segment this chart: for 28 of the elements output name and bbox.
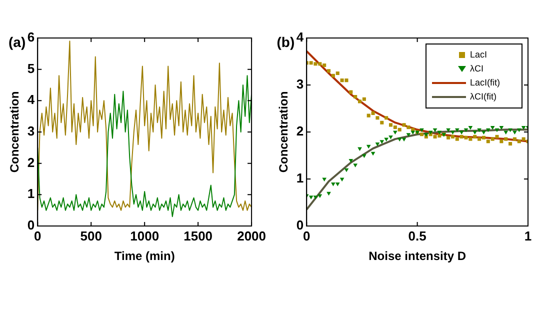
x-axis-title: Noise intensity D [368, 249, 466, 264]
x-tick-label: 0.5 [408, 228, 426, 244]
y-axis-title: Concentration [276, 91, 291, 173]
x-axis-title: Time (min) [114, 249, 175, 264]
x-tick-label: 2000 [237, 228, 266, 244]
text: (a) [8, 34, 26, 50]
x-tick-label: 1000 [130, 228, 160, 244]
y-tick-label: 1 [296, 170, 304, 186]
y-tick-label: 4 [27, 92, 36, 108]
legend-label: LacI(fit) [470, 77, 500, 88]
legend-label: λCI [470, 63, 484, 74]
x-tick-label: 1 [524, 228, 532, 244]
x-tick-label: 500 [80, 228, 102, 244]
y-tick-label: 0 [296, 218, 304, 233]
y-tick-label: 2 [27, 154, 35, 170]
y-tick-label: 3 [296, 76, 304, 92]
y-tick-label: 2 [296, 124, 304, 139]
y-tick-label: 4 [296, 30, 304, 45]
y-tick-label: 6 [27, 30, 35, 45]
x-tick-label: 1500 [184, 228, 213, 244]
legend-label: LacI [470, 49, 488, 60]
y-axis-title: Concentration [8, 91, 22, 173]
y-tick-label: 5 [27, 60, 35, 76]
legend-label: λCI(fit) [470, 91, 496, 102]
y-tick-label: 1 [27, 186, 35, 202]
text: (b) [276, 34, 295, 50]
y-tick-label: 0 [27, 218, 35, 233]
y-tick-label: 3 [27, 124, 35, 139]
